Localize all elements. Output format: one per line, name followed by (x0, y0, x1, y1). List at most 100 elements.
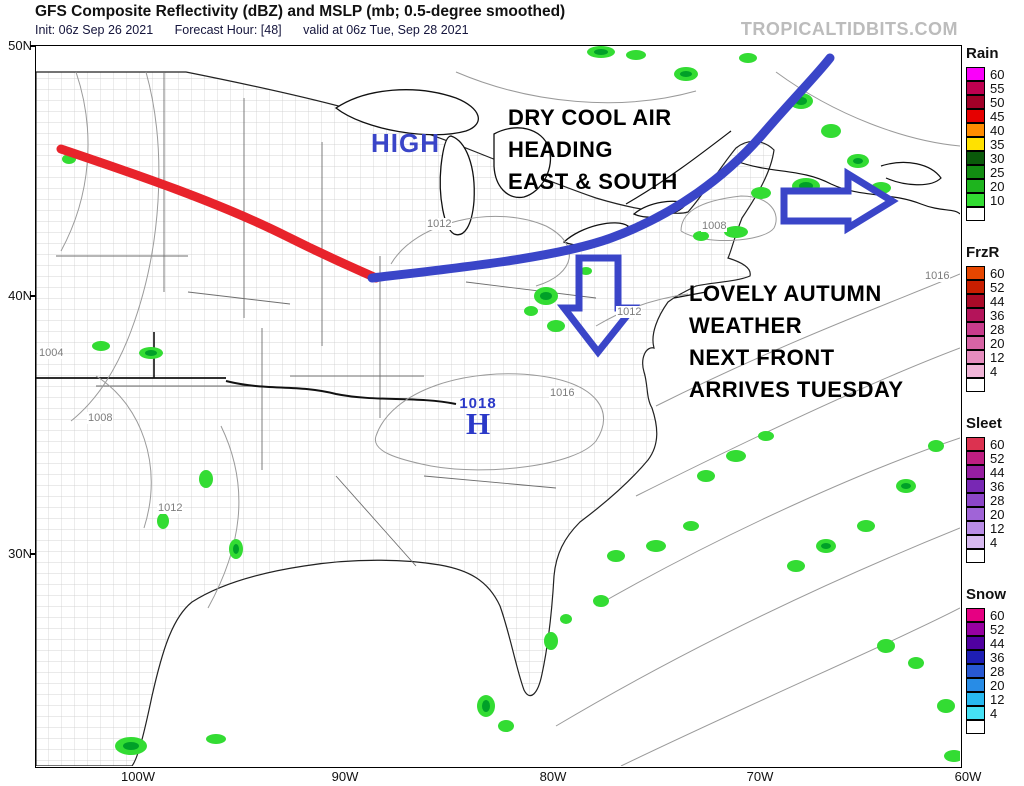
legend-swatch (966, 450, 985, 465)
legend-segment (966, 548, 1024, 563)
autumn-weather-annotation: LOVELY AUTUMN WEATHER NEXT FRONT ARRIVES… (689, 281, 904, 402)
legend-value: 60 (990, 607, 1005, 623)
great-lakes (334, 89, 687, 246)
contour-label: 1008 (701, 220, 728, 232)
down-arrow-icon (556, 254, 641, 358)
legend-swatch (966, 321, 985, 336)
legend-swatch (966, 436, 985, 451)
legend-swatch (966, 80, 985, 95)
legend-value: 30 (990, 150, 1005, 166)
legend-segment: 36 (966, 307, 1024, 323)
legend-segment (966, 377, 1024, 392)
legend-value: 20 (990, 677, 1005, 693)
legend-swatch (966, 150, 985, 165)
pressure-contours (60, 71, 960, 766)
legend-segment: 52 (966, 450, 1024, 466)
legend-value: 4 (990, 363, 998, 379)
legend-swatch (966, 66, 985, 81)
legend-swatch (966, 621, 985, 636)
legend-value: 20 (990, 178, 1005, 194)
legend-swatch (966, 607, 985, 622)
dry-cool-air-annotation: DRY COOL AIR HEADING EAST & SOUTH (508, 105, 678, 194)
init-time: Init: 06z Sep 26 2021 (35, 23, 154, 37)
legend-swatch (966, 192, 985, 207)
legend-segment: 36 (966, 649, 1024, 665)
legend-swatch (966, 94, 985, 109)
legend-swatch (966, 635, 985, 650)
legend-value: 28 (990, 663, 1005, 679)
legend-value: 60 (990, 265, 1005, 281)
legend-swatch (966, 206, 985, 221)
legend-scale-title: FrzR (966, 244, 1000, 261)
legend-value: 44 (990, 464, 1005, 480)
legend-scale-snow: Snow 60 52 44 36 28 20 12 4 (966, 586, 1024, 734)
legend-segment: 4 (966, 705, 1024, 721)
legend-value: 55 (990, 80, 1005, 96)
legend-swatch (966, 478, 985, 493)
lat-tick (30, 553, 35, 555)
legend-scale-title: Sleet (966, 415, 1002, 432)
contour-label: 1012 (426, 218, 453, 230)
legend-segment: 44 (966, 293, 1024, 309)
legend-swatch (966, 464, 985, 479)
contour-label: 1008 (87, 412, 114, 424)
lon-label-80w: 80W (539, 769, 567, 784)
precip-blobs-dark (123, 49, 911, 750)
high-pressure-value: 1018 (459, 395, 497, 412)
legend-segment: 20 (966, 178, 1024, 194)
forecast-hour: Forecast Hour: [48] (174, 23, 282, 37)
legend-value: 20 (990, 506, 1005, 522)
east-arrow-icon (780, 167, 899, 235)
legend-segment: 36 (966, 478, 1024, 494)
legend-swatch (966, 122, 985, 137)
legend-swatch (966, 279, 985, 294)
legend-swatch (966, 677, 985, 692)
legend-value: 36 (990, 478, 1005, 494)
legend-segment: 25 (966, 164, 1024, 180)
legend-scales: Rain 60 55 50 45 40 35 30 25 20 10 FrzR 60 52 44 36 28 20… (966, 45, 1024, 757)
contour-label: 1016 (549, 387, 576, 399)
coastline (625, 130, 960, 299)
legend-segment: 4 (966, 534, 1024, 550)
legend-segment: 60 (966, 66, 1024, 82)
warm-front-line (56, 144, 381, 283)
legend-value: 52 (990, 450, 1005, 466)
legend-segment: 60 (966, 436, 1024, 452)
state-borders (56, 72, 597, 567)
legend-swatch (966, 164, 985, 179)
legend-swatch (966, 548, 985, 563)
legend-segment: 12 (966, 520, 1024, 536)
legend-segment: 20 (966, 506, 1024, 522)
legend-segment: 20 (966, 335, 1024, 351)
legend-scale-title: Snow (966, 586, 1006, 603)
lon-label-100w: 100W (121, 769, 155, 784)
legend-segment: 10 (966, 192, 1024, 208)
legend-segment (966, 206, 1024, 221)
legend-segment: 30 (966, 150, 1024, 166)
map-canvas (36, 46, 960, 766)
legend-swatch (966, 293, 985, 308)
legend-segment: 52 (966, 621, 1024, 637)
legend-value: 44 (990, 293, 1005, 309)
legend-swatch (966, 307, 985, 322)
legend-swatch (966, 178, 985, 193)
lat-tick (30, 295, 35, 297)
legend-value: 28 (990, 492, 1005, 508)
legend-value: 45 (990, 108, 1005, 124)
lat-label-40n: 40N (8, 288, 32, 303)
legend-segment: 60 (966, 607, 1024, 623)
legend-value: 12 (990, 691, 1005, 707)
legend-value: 52 (990, 621, 1005, 637)
legend-value: 4 (990, 705, 998, 721)
contour-label: 1012 (157, 502, 184, 514)
legend-value: 44 (990, 635, 1005, 651)
legend-segment: 50 (966, 94, 1024, 110)
legend-segment: 40 (966, 122, 1024, 138)
legend-scale-title: Rain (966, 45, 999, 62)
legend-value: 12 (990, 520, 1005, 536)
legend-segment: 52 (966, 279, 1024, 295)
precip-blobs-light (62, 46, 960, 762)
map-area: 1012 1008 1016 1012 1016 1008 1012 1004 … (35, 45, 962, 768)
legend-value: 12 (990, 349, 1005, 365)
